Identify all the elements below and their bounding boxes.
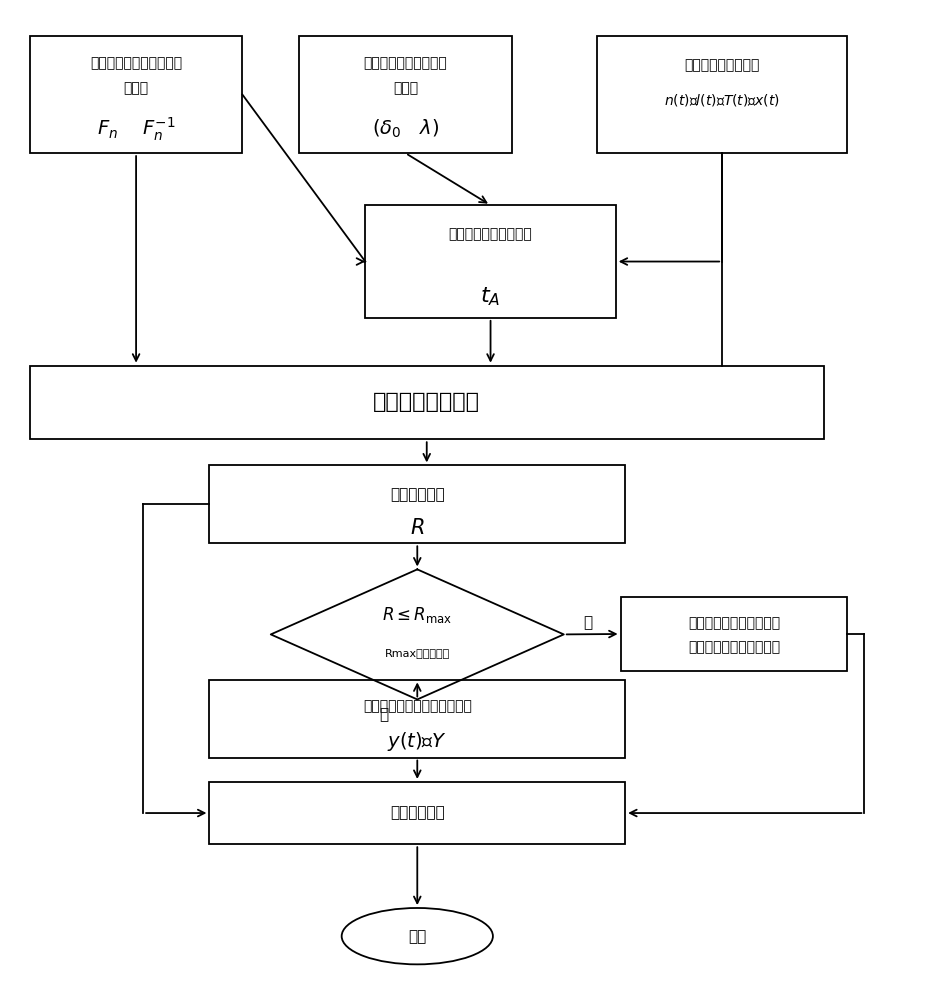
Bar [210, 465, 626, 543]
Text: 计算新能源弃电电力和电量：: 计算新能源弃电电力和电量： [363, 699, 472, 713]
Ellipse shape [341, 908, 493, 964]
Text: 计算寻找关键平衡点：: 计算寻找关键平衡点： [448, 227, 533, 241]
Text: Rmax：最大开机: Rmax：最大开机 [385, 648, 450, 658]
Bar [210, 680, 626, 758]
Bar [29, 366, 824, 439]
Bar [210, 782, 626, 844]
Bar [597, 36, 848, 153]
Text: $n(t)$、$l(t)$、$T(t)$、$x(t)$: $n(t)$、$l(t)$、$T(t)$、$x(t)$ [665, 92, 780, 108]
Text: $(\delta_0\quad\lambda)$: $(\delta_0\quad\lambda)$ [372, 118, 439, 140]
Text: 结束: 结束 [409, 929, 427, 944]
Bar [365, 205, 616, 318]
Bar [29, 36, 243, 153]
Polygon shape [271, 569, 564, 699]
Bar [621, 597, 848, 671]
Text: 确定平衡边界参数：: 确定平衡边界参数： [684, 58, 759, 72]
Text: $R\leq R_{\max}$: $R\leq R_{\max}$ [382, 605, 452, 625]
Bar [300, 36, 512, 153]
Text: $t_A$: $t_A$ [481, 285, 501, 308]
Text: 新型电力平衡方程: 新型电力平衡方程 [374, 392, 481, 412]
Text: 计算开机容量: 计算开机容量 [390, 487, 445, 502]
Text: 根据平衡风险管控要求: 根据平衡风险管控要求 [364, 56, 447, 70]
Text: $R$: $R$ [410, 518, 425, 538]
Text: 是: 是 [379, 708, 389, 723]
Text: 基于新能源历史统计数据: 基于新能源历史统计数据 [90, 56, 182, 70]
Text: 申请应急调度调整联络线: 申请应急调度调整联络线 [688, 616, 780, 630]
Text: $y(t)$、$Y$: $y(t)$、$Y$ [388, 730, 447, 753]
Text: 功率或采取有序用电措施: 功率或采取有序用电措施 [688, 640, 780, 654]
Text: 计算：: 计算： [123, 81, 149, 95]
Text: 确定：: 确定： [392, 81, 418, 95]
Text: 否: 否 [583, 616, 592, 631]
Text: 制定平衡方案: 制定平衡方案 [390, 806, 445, 821]
Text: $F_n$    $F_n^{-1}$: $F_n$ $F_n^{-1}$ [97, 115, 175, 143]
